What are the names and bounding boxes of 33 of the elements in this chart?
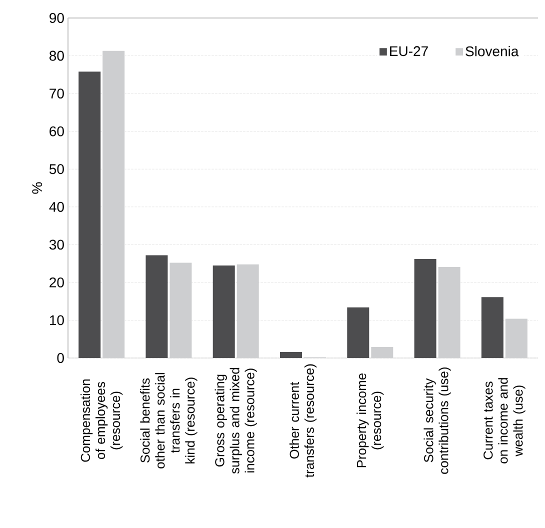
- x-tick-label: Compensation of employees (resource): [80, 379, 123, 462]
- y-tick-label: 70: [50, 88, 64, 99]
- bar: [236, 264, 259, 358]
- x-tick-label: Social benefits other than social transfers in kind (resource): [140, 373, 198, 468]
- legend-label: Slovenia: [466, 46, 519, 56]
- bar: [371, 347, 394, 358]
- y-tick-label: 90: [50, 13, 64, 23]
- bar: [481, 297, 504, 358]
- x-tick-label: Social security contributions (use): [424, 368, 451, 474]
- bar: [102, 50, 125, 358]
- y-tick-label: 40: [49, 202, 64, 212]
- y-tick-label: 50: [49, 164, 64, 174]
- bar: [280, 352, 302, 358]
- x-tick-label: Property income (resource): [356, 373, 384, 468]
- y-tick-label: 20: [50, 277, 64, 288]
- y-tick-label: 0: [57, 353, 64, 363]
- y-tick-label: 80: [50, 50, 64, 61]
- y-tick-label: 10: [50, 315, 64, 326]
- x-tick-label: Gross operating surplus and mixed income (resource): [214, 368, 257, 474]
- bar: [505, 318, 528, 358]
- y-tick-label: 30: [49, 240, 64, 250]
- x-tick-label: Current taxes on income and wealth (use): [484, 378, 526, 464]
- y-tick-label: 60: [50, 126, 64, 136]
- bar: [170, 262, 192, 358]
- bar: [212, 265, 235, 358]
- legend-label: EU-27: [390, 46, 428, 56]
- y-axis-title: %: [32, 182, 42, 194]
- bar: [438, 266, 460, 358]
- bar: [414, 259, 436, 358]
- x-tick-label: Other current transfers (resource): [289, 364, 317, 478]
- bar: [78, 72, 101, 358]
- bar: [347, 307, 370, 358]
- bar: [146, 255, 168, 358]
